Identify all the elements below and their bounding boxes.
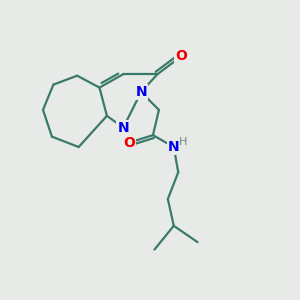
- Text: H: H: [179, 137, 188, 147]
- Text: N: N: [117, 121, 129, 135]
- Text: O: O: [123, 136, 135, 150]
- Text: O: O: [175, 50, 187, 63]
- Text: N: N: [135, 85, 147, 99]
- Text: N: N: [168, 140, 180, 154]
